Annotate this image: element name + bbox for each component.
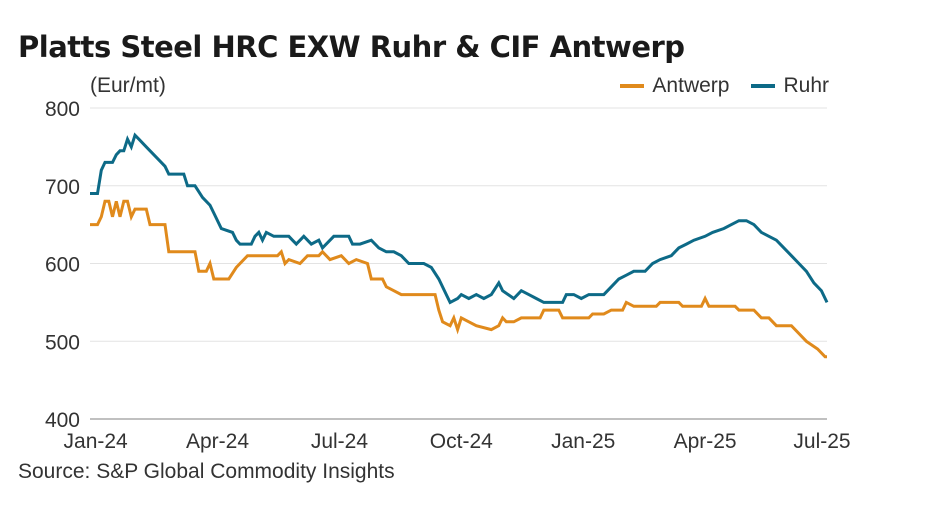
y-tick-label: 500	[45, 331, 80, 354]
y-tick-label: 800	[45, 98, 80, 121]
x-tick-label: Apr-25	[674, 430, 737, 453]
x-tick-label: Jul-25	[793, 430, 850, 453]
source-note: Source: S&P Global Commodity Insights	[18, 460, 395, 483]
chart-title: Platts Steel HRC EXW Ruhr & CIF Antwerp	[18, 30, 685, 64]
legend-label-ruhr: Ruhr	[783, 74, 829, 97]
legend-label-antwerp: Antwerp	[652, 74, 730, 97]
x-axis-ticks: Jan-24 Apr-24 Jul-24 Oct-24 Jan-25 Apr-25 Jul-…	[64, 430, 851, 453]
gridlines	[90, 107, 827, 420]
y-axis-unit-label: (Eur/mt)	[90, 74, 166, 97]
x-tick-label: Oct-24	[430, 430, 493, 453]
x-tick-label: Jan-24	[64, 430, 129, 453]
y-tick-label: 600	[45, 254, 80, 277]
chart-legend: Antwerp Ruhr	[620, 74, 829, 98]
series-line-ruhr	[90, 132, 829, 305]
x-tick-label: Jul-24	[311, 430, 369, 453]
legend-swatch-antwerp	[620, 84, 645, 88]
series-line-antwerp	[90, 199, 827, 359]
series-lines	[90, 132, 829, 359]
legend-swatch-ruhr	[751, 84, 776, 88]
x-tick-label: Apr-24	[186, 430, 249, 453]
y-tick-label: 700	[45, 176, 80, 199]
legend-item-ruhr: Ruhr	[751, 74, 829, 98]
y-axis-ticks: 400 500 600 700 800	[45, 98, 80, 432]
legend-item-antwerp: Antwerp	[620, 74, 729, 98]
y-tick-label: 400	[45, 409, 80, 432]
x-tick-label: Jan-25	[551, 430, 615, 453]
